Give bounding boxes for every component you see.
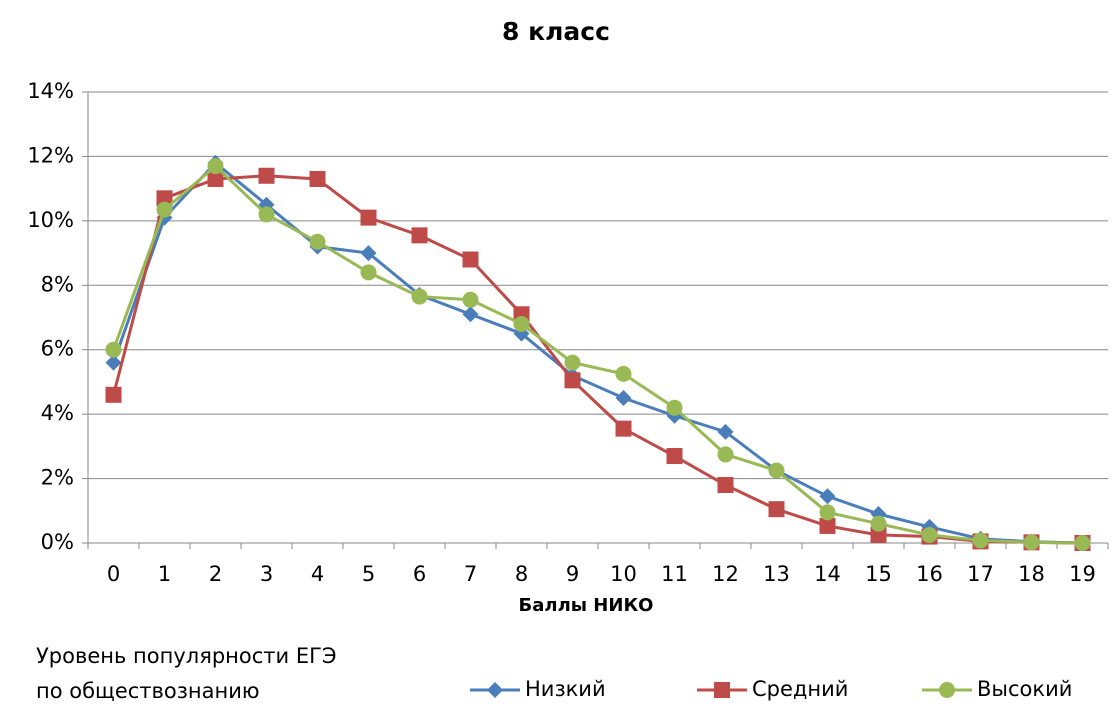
marker: [615, 390, 632, 407]
marker: [411, 227, 428, 244]
chart-title: 8 класс: [502, 17, 610, 46]
marker: [870, 515, 887, 532]
legend-marker: [939, 682, 955, 698]
x-tick-label: 9: [566, 562, 579, 586]
marker: [615, 420, 632, 437]
x-axis-label: Баллы НИКО: [519, 595, 654, 616]
y-tick-label: 4%: [41, 401, 74, 425]
marker: [819, 517, 836, 534]
marker: [870, 526, 887, 543]
x-tick-label: 1: [158, 562, 171, 586]
marker: [564, 354, 581, 371]
x-tick-label: 16: [916, 562, 943, 586]
marker: [105, 386, 122, 403]
legend-label: Высокий: [977, 677, 1072, 701]
marker: [105, 354, 122, 371]
marker: [717, 423, 734, 440]
marker: [258, 167, 275, 184]
marker: [105, 341, 122, 358]
marker: [207, 158, 224, 175]
x-tick-label: 8: [515, 562, 528, 586]
marker: [819, 504, 836, 521]
marker: [615, 365, 632, 382]
marker: [513, 315, 530, 332]
x-tick-label: 10: [610, 562, 637, 586]
marker: [717, 446, 734, 463]
y-tick-label: 0%: [41, 530, 74, 554]
marker: [666, 399, 683, 416]
x-tick-label: 4: [311, 562, 324, 586]
legend-title: по обществознанию: [36, 679, 260, 703]
x-tick-label: 3: [260, 562, 273, 586]
series-line: [112, 160, 1083, 545]
legend-marker: [487, 682, 503, 698]
marker: [156, 190, 173, 207]
marker: [768, 462, 785, 479]
x-tick-label: 6: [413, 562, 426, 586]
marker: [207, 170, 224, 187]
y-tick-label: 6%: [41, 337, 74, 361]
marker: [258, 206, 275, 223]
marker: [819, 488, 836, 505]
x-tick-label: 7: [464, 562, 477, 586]
x-tick-label: 17: [967, 562, 994, 586]
marker: [360, 245, 377, 262]
y-tick-label: 14%: [27, 79, 74, 103]
x-tick-label: 11: [661, 562, 688, 586]
x-tick-label: 12: [712, 562, 739, 586]
marker: [1074, 535, 1091, 551]
marker: [564, 372, 581, 389]
x-tick-label: 14: [814, 562, 841, 586]
y-tick-label: 2%: [41, 466, 74, 490]
marker: [972, 532, 989, 549]
legend-title: Уровень популярности ЕГЭ: [36, 644, 337, 668]
x-tick-label: 0: [107, 562, 120, 586]
x-tick-label: 18: [1018, 562, 1045, 586]
x-tick-label: 19: [1069, 562, 1096, 586]
marker: [462, 291, 479, 308]
x-tick-label: 13: [763, 562, 790, 586]
x-tick-label: 15: [865, 562, 892, 586]
legend-label: Низкий: [525, 677, 606, 701]
x-tick-label: 5: [362, 562, 375, 586]
series-line: [112, 164, 1083, 545]
marker: [411, 288, 428, 305]
y-tick-label: 12%: [27, 143, 74, 167]
marker: [462, 306, 479, 323]
marker: [462, 251, 479, 268]
marker: [666, 448, 683, 465]
marker: [717, 477, 734, 494]
marker: [1023, 534, 1040, 551]
marker: [309, 170, 326, 187]
marker: [768, 501, 785, 518]
marker: [309, 233, 326, 250]
x-tick-label: 2: [209, 562, 222, 586]
series-line: [112, 174, 1083, 545]
marker: [921, 526, 938, 543]
legend-label: Средний: [752, 677, 848, 701]
marker: [360, 209, 377, 226]
marker: [156, 201, 173, 218]
marker: [360, 264, 377, 281]
y-tick-label: 10%: [27, 208, 74, 232]
y-tick-label: 8%: [41, 272, 74, 296]
legend-marker: [714, 682, 730, 698]
